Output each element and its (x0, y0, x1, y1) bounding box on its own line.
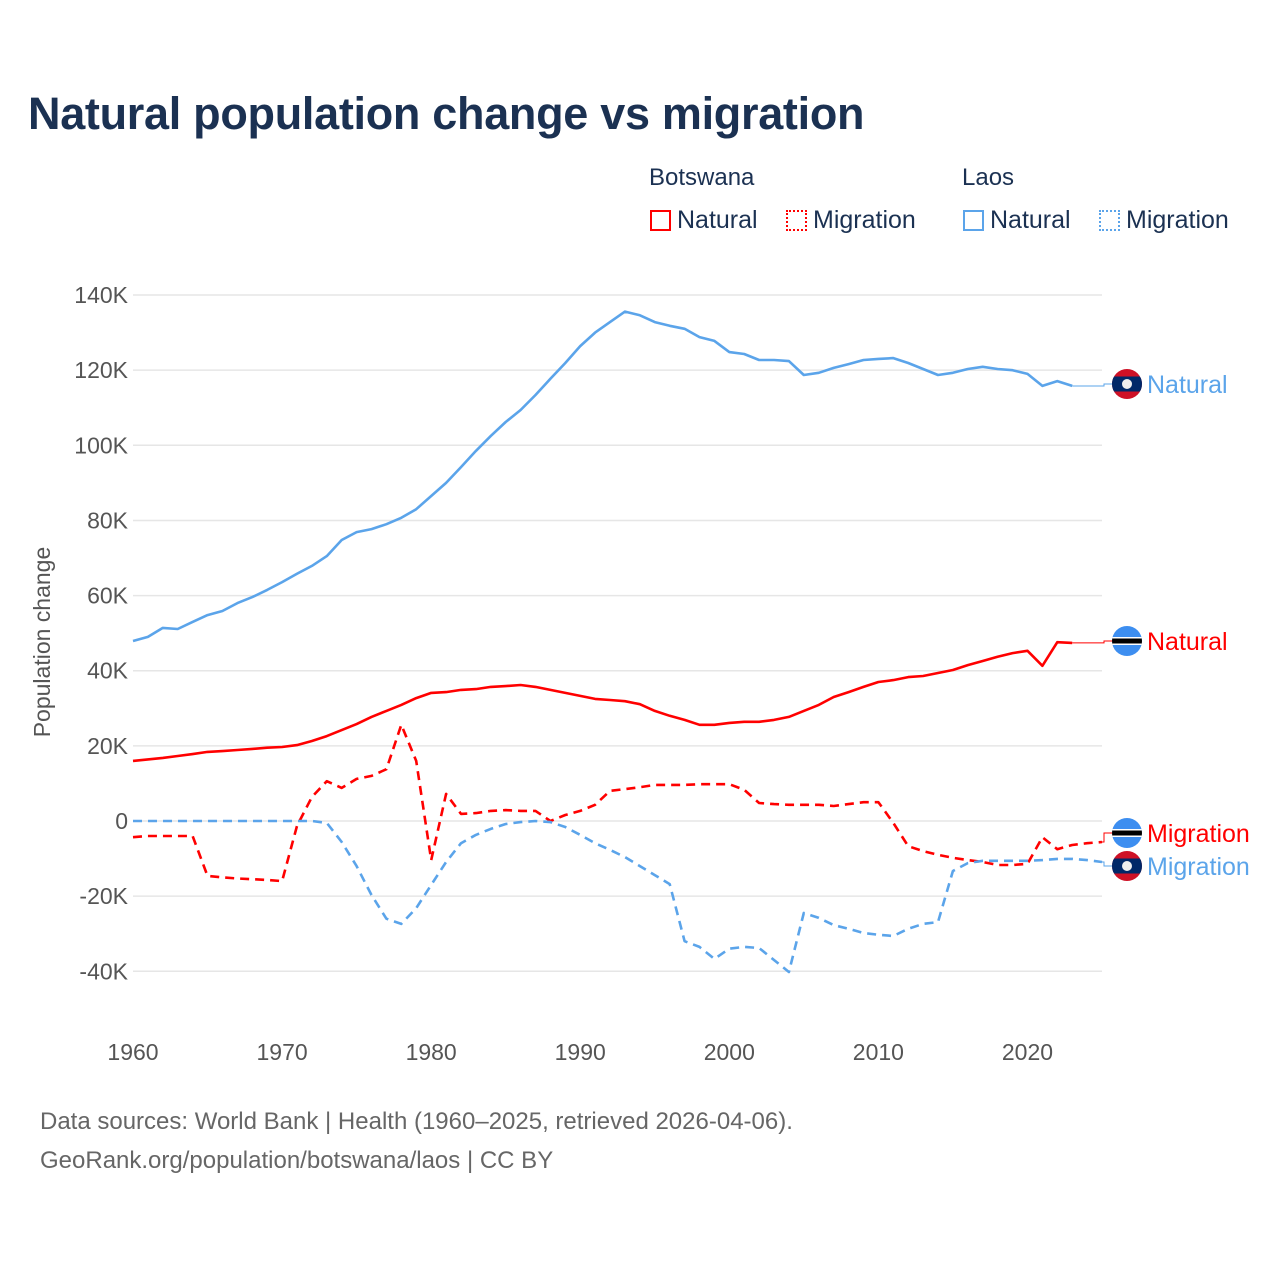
y-tick-label: 60K (87, 583, 129, 609)
footer-sources: Data sources: World Bank | Health (1960–… (40, 1108, 793, 1135)
page-title: Natural population change vs migration (28, 88, 865, 139)
y-tick-label: 40K (87, 658, 129, 684)
y-tick-label: 120K (74, 357, 128, 383)
y-tick-label: 0 (115, 808, 128, 834)
dotted-swatch-icon (786, 210, 807, 231)
leader-line (1072, 640, 1112, 644)
y-tick-label: 100K (74, 432, 128, 458)
y-tick-label: 20K (87, 733, 129, 759)
solid-swatch-icon (650, 210, 671, 231)
y-tick-label: 80K (87, 507, 129, 533)
botswana-flag-icon (1112, 818, 1142, 848)
series-end-label: Natural (1147, 371, 1228, 399)
laos-flag-icon (1112, 851, 1142, 881)
y-tick-label: -20K (79, 883, 128, 909)
leader-line (1072, 383, 1112, 387)
legend-item-laos-migration[interactable]: Migration (1099, 206, 1229, 235)
botswana-flag-icon (1112, 626, 1142, 656)
y-tick-label: -40K (79, 958, 128, 984)
leader-line (1102, 861, 1112, 867)
legend-item-botswana-migration[interactable]: Migration (786, 206, 916, 235)
x-tick-label: 1970 (256, 1039, 307, 1065)
y-axis-label: Population change (29, 547, 55, 738)
x-tick-label: 2000 (704, 1039, 755, 1065)
x-tick-label: 2020 (1002, 1039, 1053, 1065)
legend-label: Natural (990, 206, 1071, 234)
y-tick-label: 140K (74, 282, 128, 308)
legend-group-botswana: Botswana (649, 164, 755, 191)
series-line-botswana-migration (132, 723, 1103, 883)
series-line-laos-natural (132, 310, 1073, 643)
series-line-botswana-natural (132, 640, 1073, 763)
footer-link[interactable]: GeoRank.org/population/botswana/laos | C… (40, 1147, 554, 1174)
legend-item-laos-natural[interactable]: Natural (963, 206, 1071, 235)
legend-label: Migration (1126, 206, 1229, 234)
laos-flag-icon (1112, 369, 1142, 399)
legend-group-laos: Laos (962, 164, 1015, 191)
dotted-swatch-icon (1099, 210, 1120, 231)
series-line-laos-migration (133, 819, 1103, 974)
legend-label: Migration (813, 206, 916, 234)
leader-line (1102, 832, 1112, 843)
series-end-label: Migration (1147, 853, 1250, 881)
x-tick-label: 1960 (107, 1039, 158, 1065)
series-end-label: Natural (1147, 628, 1228, 656)
legend-label: Natural (677, 206, 758, 234)
series-end-label: Migration (1147, 820, 1250, 848)
x-tick-label: 1990 (555, 1039, 606, 1065)
x-tick-label: 1980 (406, 1039, 457, 1065)
x-tick-label: 2010 (853, 1039, 904, 1065)
legend-item-botswana-natural[interactable]: Natural (650, 206, 758, 235)
solid-swatch-icon (963, 210, 984, 231)
